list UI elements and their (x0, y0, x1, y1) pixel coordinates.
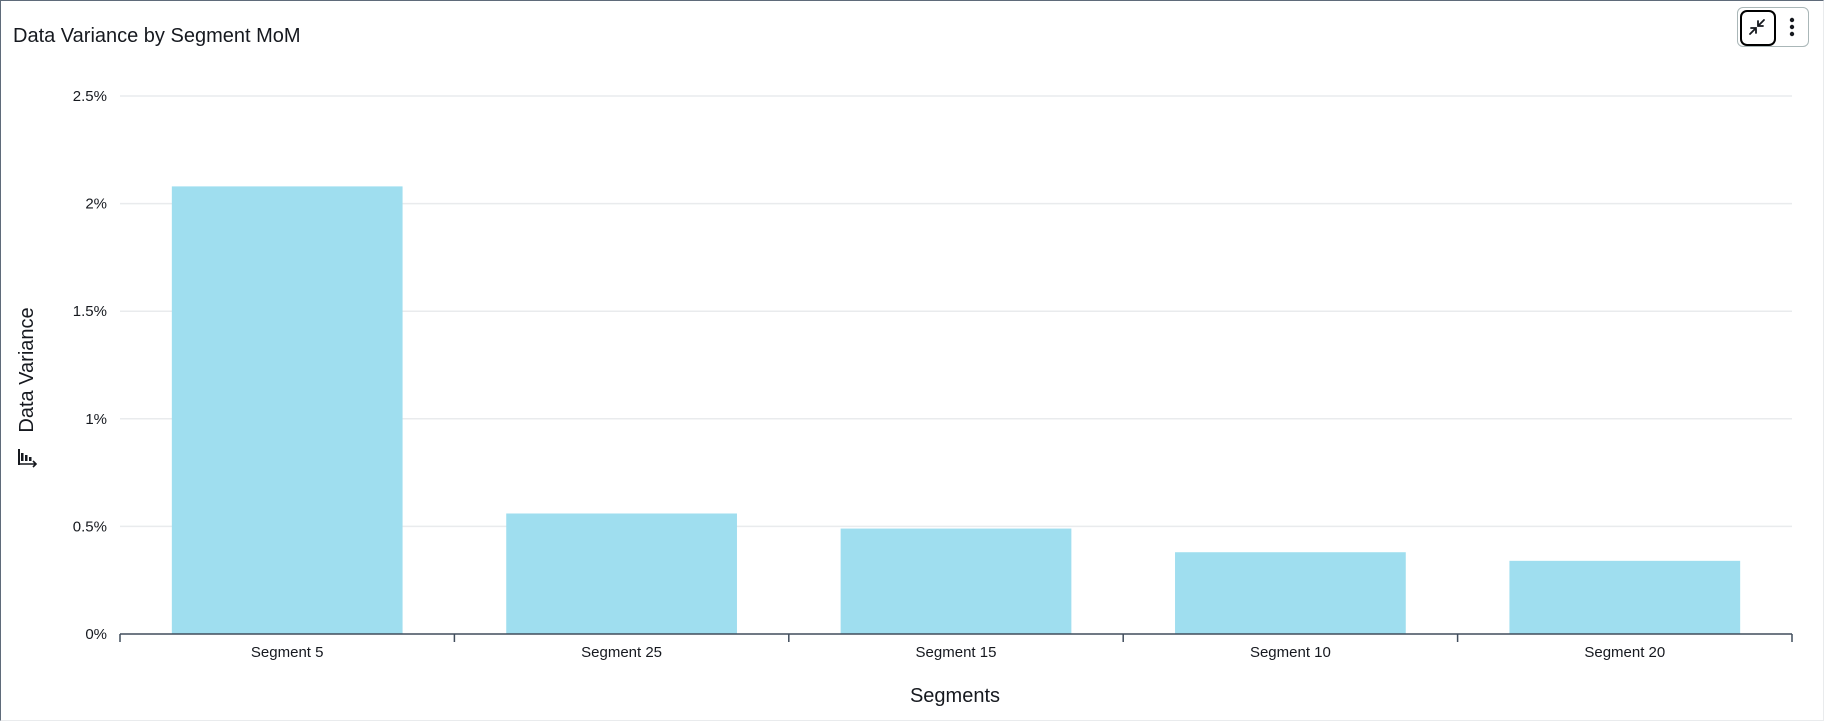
x-tick-label: Segment 25 (581, 644, 662, 661)
y-tick-label: 1% (85, 411, 107, 428)
more-options-button[interactable] (1776, 8, 1808, 46)
y-axis-ticks: 0% 0.5% 1% 1.5% 2% 2.5% (73, 88, 107, 643)
bar[interactable] (506, 513, 737, 634)
y-axis-label: Data Variance (16, 307, 38, 432)
collapse-arrows-icon (1749, 19, 1765, 35)
vertical-ellipsis-icon (1789, 17, 1795, 37)
chart-title: Data Variance by Segment MoM (13, 25, 301, 47)
bar[interactable] (1175, 552, 1406, 634)
y-tick-label: 1.5% (73, 303, 107, 320)
x-axis-label: Segments (910, 685, 1000, 707)
bar[interactable] (1509, 560, 1741, 634)
x-tick-label: Segment 20 (1584, 644, 1665, 661)
x-tick-label: Segment 15 (916, 644, 997, 661)
bar[interactable] (840, 528, 1072, 634)
collapse-button[interactable] (1738, 8, 1776, 46)
y-tick-label: 0% (85, 626, 107, 643)
y-axis-title: Data Variance (16, 307, 38, 468)
x-tick-label: Segment 5 (251, 644, 324, 661)
y-tick-label: 2.5% (73, 88, 107, 105)
x-axis: Segment 5 Segment 25 Segment 15 Segment 10 S… (119, 633, 1793, 661)
sort-descending-icon[interactable] (18, 449, 38, 468)
focus-ring (1740, 10, 1776, 46)
panel-toolbar (1737, 7, 1809, 47)
bar[interactable] (171, 186, 403, 634)
y-tick-label: 0.5% (73, 518, 107, 535)
x-tick-label: Segment 10 (1250, 644, 1331, 661)
bars (171, 186, 1741, 634)
y-tick-label: 2% (85, 196, 107, 213)
